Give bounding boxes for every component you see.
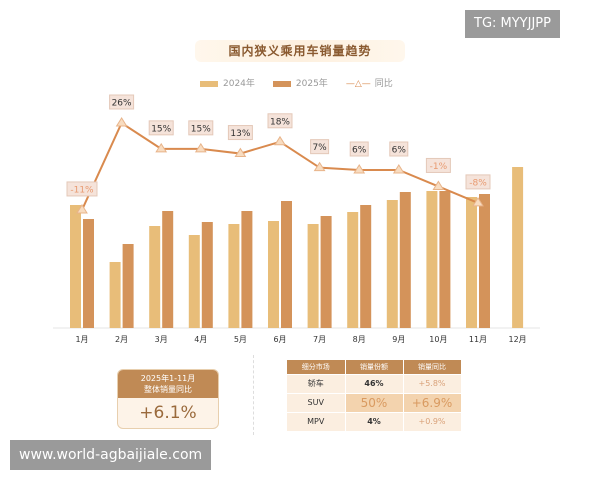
bar-2024	[466, 197, 477, 328]
x-tick-label: 1月	[75, 335, 88, 344]
yoy-label-box	[465, 174, 491, 190]
watermark-bottom: www.world-agbaijiale.com	[10, 440, 212, 470]
watermark-top: TG: MYYJJPP	[465, 10, 560, 38]
yoy-data-label: -8%	[469, 178, 487, 188]
x-tick-label: 4月	[194, 335, 207, 344]
yoy-data-label: 15%	[191, 124, 211, 134]
x-tick-label: 6月	[273, 335, 286, 344]
bar-2025	[162, 211, 174, 328]
yoy-point	[194, 142, 207, 153]
table-row: SUV 50% +6.9%	[287, 392, 462, 412]
bar-2025	[439, 191, 451, 328]
x-tick-label: 2月	[115, 335, 128, 344]
yoy-point	[353, 164, 366, 174]
bar-2025	[320, 216, 332, 328]
yoy-data-label: 7%	[312, 143, 327, 153]
bar-2025	[122, 244, 134, 328]
x-tick-label: 7月	[313, 335, 326, 344]
yoy-label-box	[425, 157, 451, 173]
bar-2025	[201, 222, 213, 328]
yoy-label-box	[310, 139, 330, 155]
yoy-point	[115, 117, 128, 127]
divider	[253, 355, 254, 435]
yoy-point	[432, 180, 445, 190]
yoy-point	[155, 142, 168, 153]
yoy-point	[234, 147, 247, 158]
bar-2024	[512, 167, 524, 328]
yoy-data-label: -11%	[70, 185, 94, 195]
bar-2024	[70, 205, 81, 328]
yoy-label-box	[109, 94, 135, 110]
bar-2025	[281, 201, 292, 328]
card-line2: 整体销量同比	[144, 385, 192, 394]
yoy-data-label: 13%	[230, 129, 250, 139]
yoy-point	[274, 135, 286, 146]
th: 销量份额	[345, 360, 404, 374]
yoy-point	[313, 161, 326, 172]
th: 销量同比	[403, 360, 462, 374]
yoy-point	[76, 204, 88, 214]
bar-2025	[241, 211, 253, 328]
bar-line-chart: 1月 2月 3月 4月 5月 6月 7月 8月 9月 10月 11月 12月 -11% 26% 15% 15%…	[53, 94, 540, 344]
bar-2024	[188, 235, 200, 328]
x-tick-label: 3月	[155, 335, 168, 344]
yoy-label-box	[227, 125, 253, 141]
bar-2025	[399, 192, 411, 328]
yoy-label-box	[389, 141, 409, 157]
table-row: 轿车 46% +5.8%	[287, 373, 462, 393]
yoy-label-box	[66, 181, 98, 197]
x-tick-label: 5月	[234, 335, 247, 344]
summary-card: 2025年1-11月 整体销量同比 +6.1%	[117, 369, 219, 429]
yoy-data-label: -1%	[430, 162, 448, 172]
yoy-label-box	[188, 120, 214, 136]
yoy-data-label: 6%	[392, 146, 407, 156]
card-line1: 2025年1-11月	[140, 374, 196, 383]
x-tick-label: 10月	[429, 335, 447, 344]
bar-2024	[426, 191, 438, 328]
legend: 2024年 2025年 —△— 同比	[200, 76, 393, 89]
bar-2025	[83, 219, 94, 328]
line-triangle-icon: —△—	[345, 79, 371, 89]
legend-2024: 2024年	[200, 76, 255, 89]
yoy-label-box	[349, 141, 369, 157]
yoy-point	[472, 196, 484, 207]
chart-title: 国内狭义乘用车销量趋势	[195, 40, 405, 62]
bar-2025	[360, 205, 372, 328]
bar-2024	[347, 212, 359, 328]
x-tick-label: 12月	[509, 335, 527, 344]
card-value: +6.1%	[139, 403, 197, 423]
x-tick-label: 11月	[469, 335, 487, 344]
bar-2025	[479, 194, 490, 328]
bar-2024	[386, 200, 398, 328]
bar-2024	[307, 224, 319, 328]
yoy-label-box	[148, 120, 174, 136]
bar-2024	[268, 221, 279, 328]
yoy-data-label: 26%	[112, 99, 132, 109]
table-row: MPV 4% +0.9%	[287, 411, 462, 431]
yoy-data-label: 15%	[151, 124, 171, 134]
x-tick-label: 9月	[392, 335, 405, 344]
th: 细分市场	[287, 360, 346, 374]
legend-yoy: —△— 同比	[345, 79, 393, 89]
yoy-label-box	[267, 113, 293, 129]
bar-2024	[149, 226, 161, 328]
bar-2024	[228, 224, 240, 328]
bar-2024	[109, 262, 121, 328]
x-tick-label: 8月	[353, 335, 366, 344]
yoy-data-label: 6%	[352, 146, 367, 156]
segment-table: 细分市场 销量份额 销量同比 轿车 46% +5.8% SUV 50% +6.9% MPV 4…	[287, 360, 462, 431]
legend-2025: 2025年	[272, 76, 328, 89]
yoy-point	[392, 164, 405, 174]
yoy-data-label: 18%	[270, 117, 290, 127]
